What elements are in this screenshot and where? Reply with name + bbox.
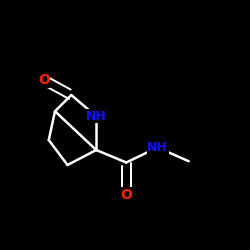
Text: O: O (120, 188, 132, 202)
Text: O: O (38, 73, 50, 87)
Text: NH: NH (86, 110, 106, 123)
Text: NH: NH (147, 141, 168, 154)
